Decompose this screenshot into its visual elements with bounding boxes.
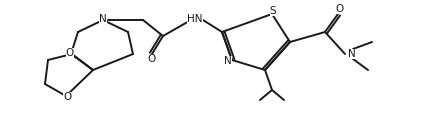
Text: N: N: [348, 49, 356, 59]
Text: O: O: [335, 4, 343, 14]
Text: O: O: [66, 48, 74, 58]
Text: S: S: [270, 6, 277, 16]
Text: HN: HN: [187, 14, 203, 24]
Text: O: O: [147, 54, 155, 64]
Text: N: N: [99, 14, 107, 24]
Text: O: O: [63, 92, 71, 102]
Text: N: N: [224, 56, 232, 66]
